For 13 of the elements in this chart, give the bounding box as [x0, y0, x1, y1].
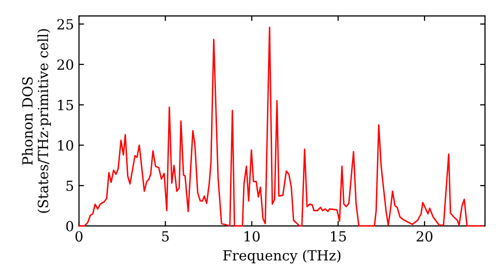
- x-tick-label: 15: [331, 231, 346, 242]
- y-tick-label: 10: [58, 140, 74, 151]
- y-tick-label: 15: [58, 100, 74, 110]
- y-tick-label: 25: [57, 19, 74, 30]
- x-axis-title: Frequency (THz): [223, 250, 340, 264]
- y-tick-label: 5: [66, 180, 74, 192]
- y-tick-label: 20: [57, 59, 74, 70]
- y-tick-label: 0: [66, 220, 74, 232]
- x-tick-label: 0: [75, 231, 82, 242]
- x-tick-label: 10: [244, 231, 260, 242]
- x-tick-label: 20: [416, 231, 432, 242]
- x-tick-label: 5: [162, 231, 169, 242]
- y-axis-title: Phonon DOS (States/THz·primitive cell): [22, 29, 51, 213]
